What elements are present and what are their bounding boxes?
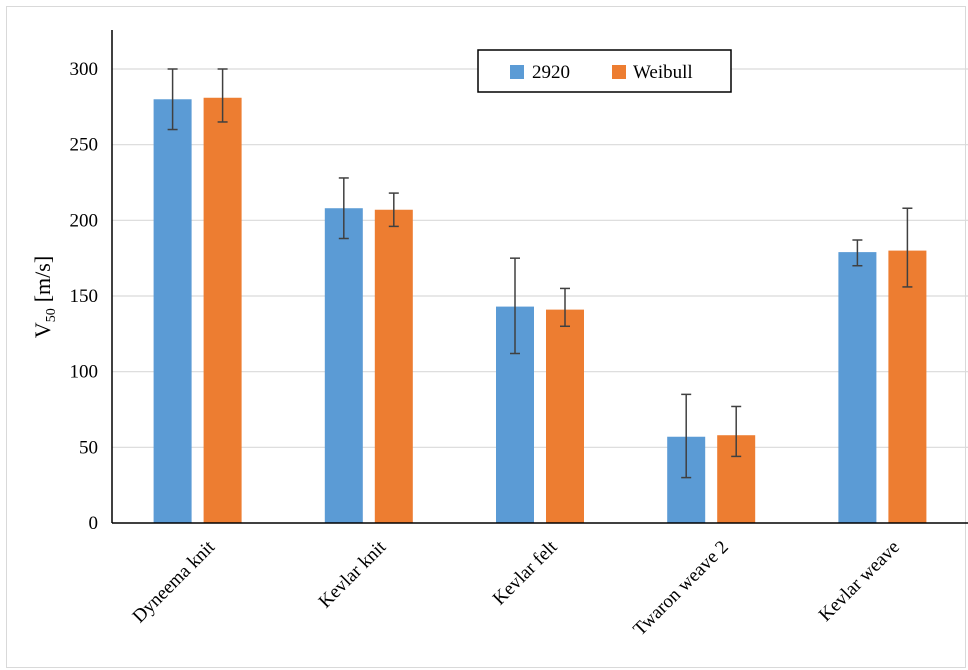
bar bbox=[838, 252, 877, 523]
legend-label-weibull: Weibull bbox=[633, 62, 693, 83]
axes bbox=[111, 30, 968, 524]
bar bbox=[546, 309, 584, 523]
bar bbox=[374, 209, 413, 524]
x-tick-label: Kevlar weave bbox=[815, 537, 904, 626]
y-axis-title: V50[m/s] bbox=[30, 256, 59, 338]
legend-swatch-2920 bbox=[510, 65, 524, 79]
category-labels: Dyneema knit Kevlar knit Kevlar felt Twaron… bbox=[129, 536, 904, 640]
bar bbox=[888, 250, 927, 523]
x-tick-label: Kevlar knit bbox=[315, 536, 391, 612]
bar bbox=[153, 99, 192, 524]
legend: 2920 Weibull bbox=[477, 49, 732, 93]
y-tick-label: 0 bbox=[89, 513, 99, 534]
y-tick-label: 150 bbox=[70, 286, 99, 307]
y-tick-label: 250 bbox=[70, 135, 99, 156]
y-tick-label: 300 bbox=[70, 59, 99, 80]
bar bbox=[324, 208, 363, 523]
x-tick-label: Twaron weave 2 bbox=[629, 537, 732, 640]
error-bars bbox=[167, 68, 913, 479]
x-tick-label: Kevlar felt bbox=[489, 536, 562, 609]
legend-label-2920: 2920 bbox=[532, 62, 570, 83]
y-tick-labels: 0 50 100 150 200 250 300 bbox=[70, 59, 99, 534]
x-tick-label: Dyneema knit bbox=[129, 536, 220, 627]
bars bbox=[153, 97, 927, 524]
bar bbox=[203, 97, 242, 524]
y-tick-label: 200 bbox=[70, 210, 99, 231]
y-tick-label: 50 bbox=[79, 437, 98, 458]
legend-swatch-weibull bbox=[612, 65, 626, 79]
y-tick-label: 100 bbox=[70, 362, 99, 383]
